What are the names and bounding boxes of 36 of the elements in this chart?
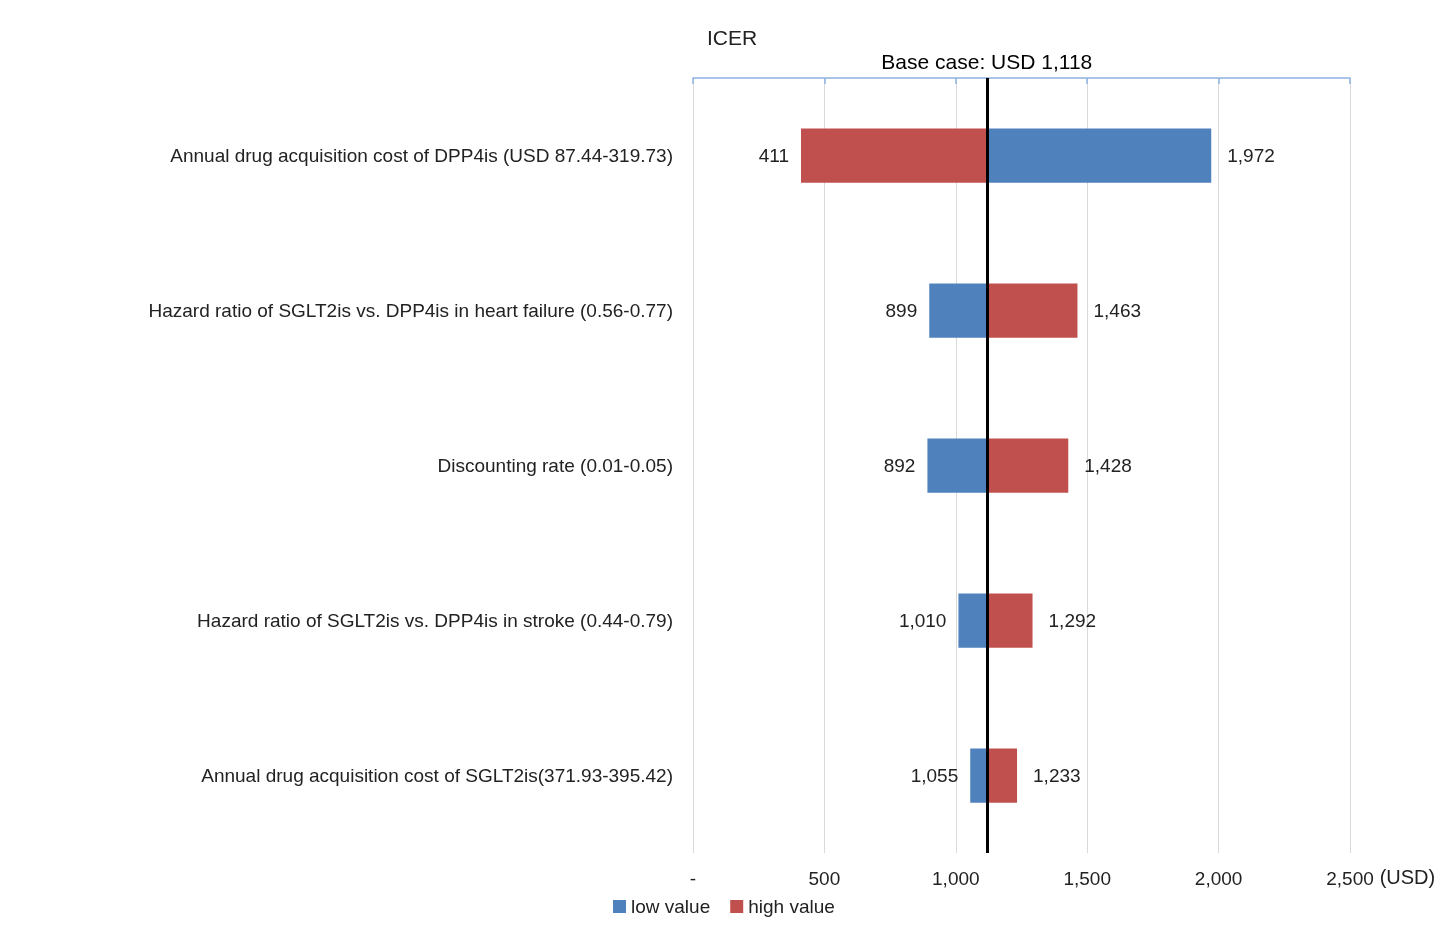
x-tick-label: 1,500 bbox=[1063, 868, 1111, 889]
bar bbox=[986, 283, 1078, 338]
y-tick-label: Hazard ratio of SGLT2is vs. DPP4is in stroke (0.44-0.79) bbox=[197, 610, 673, 631]
data-label: 892 bbox=[883, 455, 916, 476]
bar bbox=[801, 128, 987, 183]
y-tick-label: Annual drug acquisition cost of DPP4is (USD 87.44-319.73) bbox=[170, 145, 673, 166]
data-label: 1,972 bbox=[1227, 145, 1275, 166]
bar bbox=[958, 593, 987, 648]
x-tick-label: 2,500 bbox=[1326, 868, 1374, 889]
data-label: 1,055 bbox=[910, 765, 959, 786]
bar bbox=[929, 283, 987, 338]
data-label: 1,233 bbox=[1033, 765, 1081, 786]
bar bbox=[986, 593, 1033, 648]
x-axis-title: (USD) bbox=[1379, 866, 1436, 888]
bar bbox=[970, 748, 987, 803]
data-label: 1,010 bbox=[898, 610, 947, 631]
chart-title: ICER bbox=[707, 26, 758, 49]
data-label: 1,428 bbox=[1084, 455, 1132, 476]
legend-label: low value bbox=[631, 896, 711, 917]
y-tick-label: Hazard ratio of SGLT2is vs. DPP4is in heart failure (0.56-0.77) bbox=[148, 300, 673, 321]
x-tick-label: 1,000 bbox=[932, 868, 980, 889]
x-tick-label: 2,000 bbox=[1194, 868, 1243, 889]
data-label: 1,463 bbox=[1093, 300, 1142, 321]
bar bbox=[927, 438, 987, 493]
bar bbox=[986, 748, 1018, 803]
legend-label: high value bbox=[748, 896, 835, 917]
x-tick-label: 500 bbox=[808, 868, 841, 889]
bar bbox=[986, 128, 1212, 183]
bar bbox=[986, 438, 1069, 493]
y-tick-label: Discounting rate (0.01-0.05) bbox=[437, 455, 673, 476]
x-tick-label: - bbox=[689, 868, 697, 889]
data-label: 1,292 bbox=[1048, 610, 1097, 631]
ref-line-label: Base case: USD 1,118 bbox=[881, 50, 1093, 73]
data-label: 411 bbox=[758, 145, 790, 166]
data-label: 899 bbox=[885, 300, 918, 321]
y-tick-label: Annual drug acquisition cost of SGLT2is(371.93-395.42) bbox=[201, 765, 673, 786]
